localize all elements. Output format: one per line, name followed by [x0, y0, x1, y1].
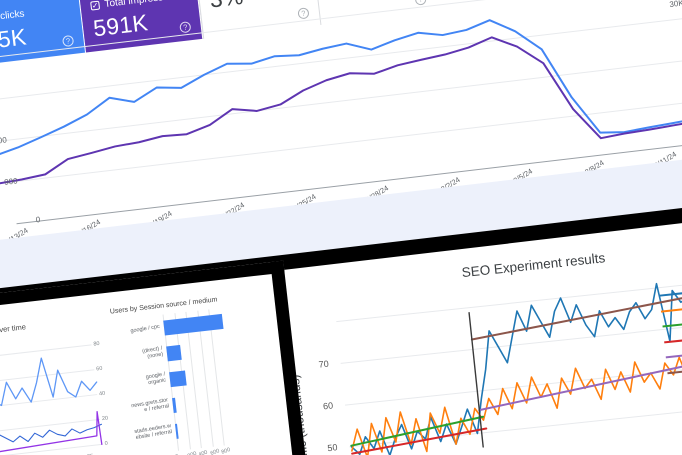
- trend-green: [350, 415, 485, 447]
- bar-tick-label: 200: [186, 451, 197, 455]
- users-over-time-chart: [0, 344, 103, 455]
- bar-tick-label: 400: [197, 449, 209, 455]
- bar-tick-label: 800: [221, 446, 232, 455]
- bar-category-label: google / cpc: [130, 323, 161, 335]
- bar-category-label: news.grets.stor e / referral: [130, 397, 170, 414]
- analytics-panel: Users by Session source / medium over ti…: [0, 260, 310, 455]
- bar: [172, 397, 177, 414]
- Total clicks: [0, 19, 682, 157]
- series-lightblue: [0, 357, 98, 415]
- performance-line-chart: [0, 0, 682, 225]
- trend-brown: [470, 293, 682, 341]
- experiment-line-chart: [336, 282, 682, 455]
- Total impressions: [0, 36, 682, 185]
- y-tick-label: 50: [326, 442, 338, 454]
- series-purple: [0, 411, 103, 455]
- right-axis-tick-label: 30K: [668, 0, 682, 10]
- seo-experiment-panel: SEO Experiment results Traffic (thousand…: [254, 235, 682, 455]
- y-tick-label: 70: [318, 358, 330, 370]
- trend-red: [351, 427, 488, 455]
- trend-purple: [478, 359, 682, 412]
- y-tick-label: 60: [322, 400, 334, 412]
- series-blue: [0, 423, 103, 455]
- series-orange: [351, 356, 682, 455]
- bar-chart-title: Users by Session source / medium: [109, 296, 218, 316]
- marker-line: [468, 311, 484, 448]
- bar: [174, 423, 179, 439]
- bar-tick-label: 600: [209, 448, 221, 455]
- bar: [169, 370, 187, 388]
- bar: [163, 313, 224, 336]
- series-blue: [350, 282, 682, 455]
- bar-category-label: stads.eeders.w ebsite / referral: [134, 423, 173, 442]
- bar-category-label: (direct) / (none): [141, 345, 164, 361]
- bar: [166, 344, 182, 362]
- bar-category-label: google / organic: [145, 371, 167, 387]
